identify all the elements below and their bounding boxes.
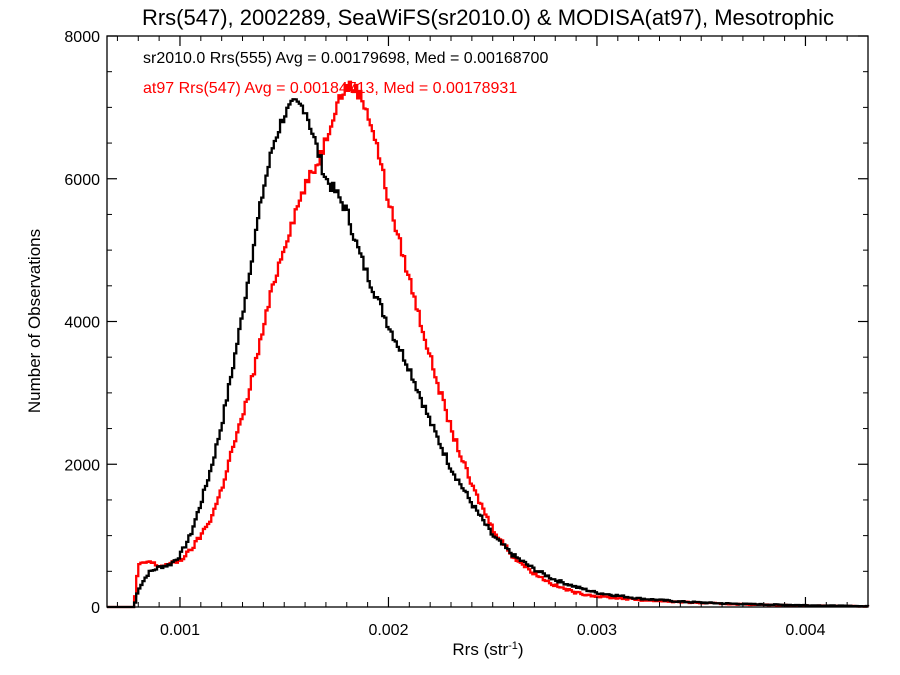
stats-annotation-red: at97 Rrs(547) Avg = 0.00184713, Med = 0.… — [143, 80, 517, 97]
y-tick-label: 8000 — [64, 29, 100, 46]
y-tick-label: 2000 — [64, 457, 100, 474]
x-tick-label: 0.003 — [577, 622, 617, 639]
stats-annotation-black: sr2010.0 Rrs(555) Avg = 0.00179698, Med … — [143, 50, 548, 67]
x-tick-label: 0.002 — [368, 622, 408, 639]
axis-ticks: 0.001 0.002 0.003 0.004 0 2000 4000 6000 8000 — [64, 29, 869, 639]
y-tick-label: 6000 — [64, 172, 100, 189]
x-axis-label-superscript: -1 — [508, 640, 518, 652]
x-tick-label: 0.004 — [785, 622, 825, 639]
y-tick-label: 4000 — [64, 315, 100, 332]
y-tick-label: 0 — [91, 600, 100, 617]
x-tick-label: 0.001 — [160, 622, 200, 639]
plot-series — [107, 80, 870, 609]
chart-title: Rrs(547), 2002289, SeaWiFS(sr2010.0) & M… — [142, 5, 834, 30]
series-sr2010-histogram — [107, 98, 870, 609]
y-axis-label: Number of Observations — [25, 229, 44, 413]
x-axis-label: Rrs (str-1) — [452, 640, 523, 659]
